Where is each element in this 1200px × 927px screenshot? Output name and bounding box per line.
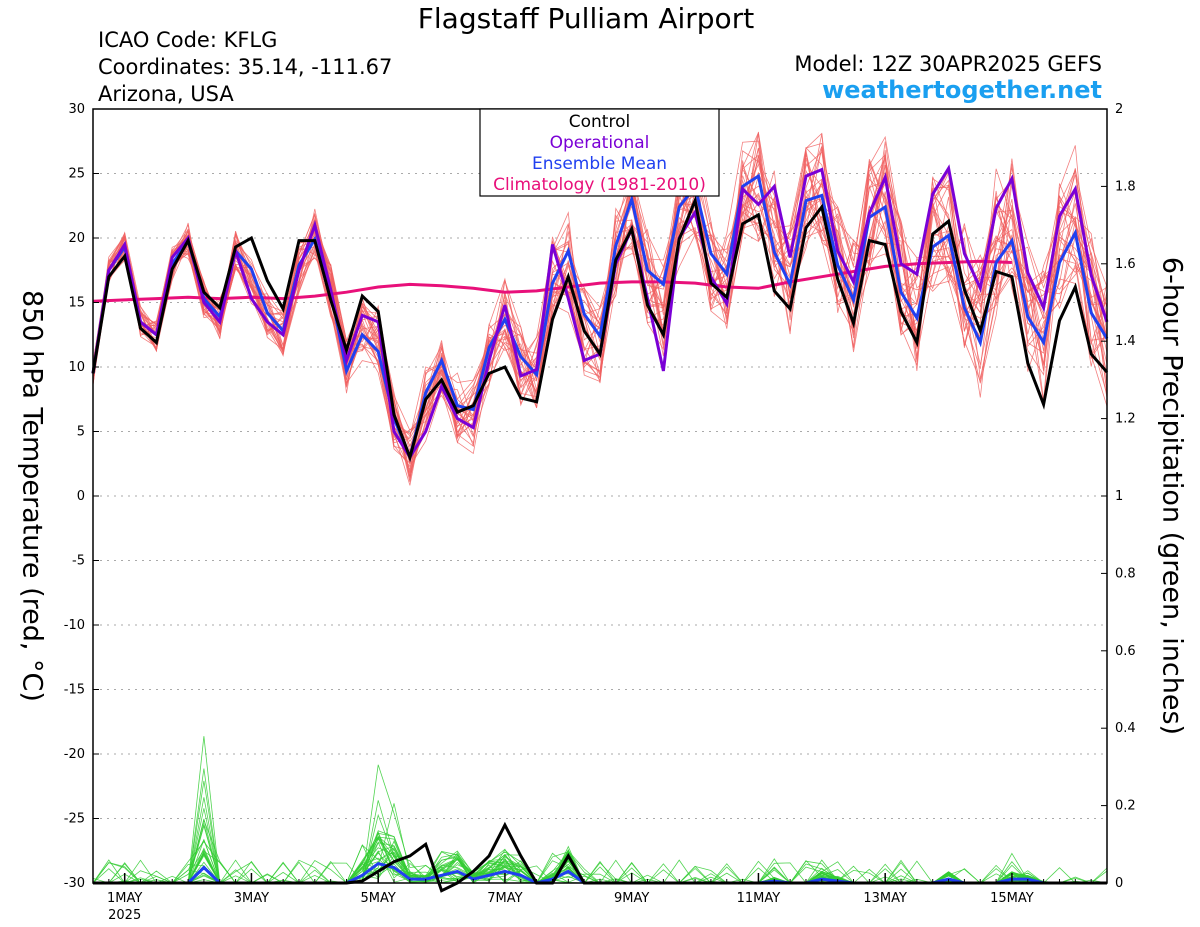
x-tick-label: 15MAY: [990, 891, 1034, 906]
y2-tick-label: 0.4: [1115, 721, 1136, 736]
y2-tick-label: 1: [1115, 489, 1123, 504]
y-tick-label: -20: [64, 747, 85, 762]
y2-tick-label: 1.2: [1115, 412, 1136, 427]
precipitation-ensemble-members: [92, 736, 1108, 884]
y-tick-label: 25: [68, 167, 85, 182]
y-tick-label: 30: [68, 102, 85, 117]
y-tick-label: 5: [77, 425, 85, 440]
x-tick-label: 1MAY: [107, 891, 142, 906]
legend-control: Control: [569, 112, 630, 132]
temperature-member-line: [92, 147, 1108, 462]
y-tick-label: 0: [77, 489, 85, 504]
y-tick-label: -5: [72, 554, 85, 569]
y-tick-label: -10: [64, 618, 85, 633]
legend-operational: Operational: [550, 133, 650, 153]
y2-tick-label: 1.6: [1115, 257, 1136, 272]
y2-tick-label: 1.8: [1115, 179, 1136, 194]
precipitation-member-line: [92, 808, 1107, 884]
coordinates: Coordinates: 35.14, -111.67: [98, 55, 393, 79]
region: Arizona, USA: [98, 82, 234, 106]
y-tick-label: 15: [68, 296, 85, 311]
tick-labels: 302520151050-5-10-15-20-25-3021.81.61.41…: [64, 102, 1136, 923]
y-tick-label: -15: [64, 683, 85, 698]
y2-axis-label: 6-hour Precipitation (green, inches): [1156, 256, 1188, 736]
chart-title: Flagstaff Pulliam Airport: [417, 2, 755, 35]
temperature-member-line: [92, 167, 1108, 464]
y-tick-label: -25: [64, 812, 85, 827]
y-tick-label: -30: [64, 876, 85, 891]
x-tick-label: 13MAY: [863, 891, 907, 906]
x-tick-label: 5MAY: [361, 891, 396, 906]
precipitation-member-line: [93, 803, 1107, 884]
y2-tick-label: 0: [1115, 876, 1123, 891]
x-tick-label: 11MAY: [737, 891, 781, 906]
site-link[interactable]: weathertogether.net: [822, 76, 1102, 104]
icao-code: ICAO Code: KFLG: [98, 28, 278, 52]
temperature-member-line: [92, 171, 1108, 457]
legend-climatology: Climatology (1981-2010): [493, 175, 706, 195]
x-year-label: 2025: [108, 908, 141, 923]
y2-tick-label: 0.8: [1115, 566, 1136, 581]
control-line: [91, 195, 1109, 463]
legend-ensemble-mean: Ensemble Mean: [532, 154, 667, 174]
temperature-member-line: [92, 133, 1108, 478]
axes: [92, 108, 1108, 884]
y2-tick-label: 1.4: [1115, 334, 1136, 349]
x-tick-label: 9MAY: [614, 891, 649, 906]
x-tick-label: 3MAY: [234, 891, 269, 906]
y-tick-label: 20: [68, 231, 85, 246]
y2-tick-label: 0.2: [1115, 799, 1136, 814]
y2-tick-label: 2: [1115, 102, 1123, 117]
precipitation-member-line: [93, 780, 1108, 884]
temperature-member-line: [92, 172, 1108, 448]
x-tick-label: 7MAY: [487, 891, 522, 906]
y-axis-label: 850 hPa Temperature (red, °C): [16, 290, 48, 702]
legend-box: [479, 108, 720, 197]
ensemble-mean-line: [91, 173, 1109, 463]
y2-tick-label: 0.6: [1115, 644, 1136, 659]
model-run: Model: 12Z 30APR2025 GEFS: [794, 52, 1102, 76]
y-tick-label: 10: [68, 360, 85, 375]
